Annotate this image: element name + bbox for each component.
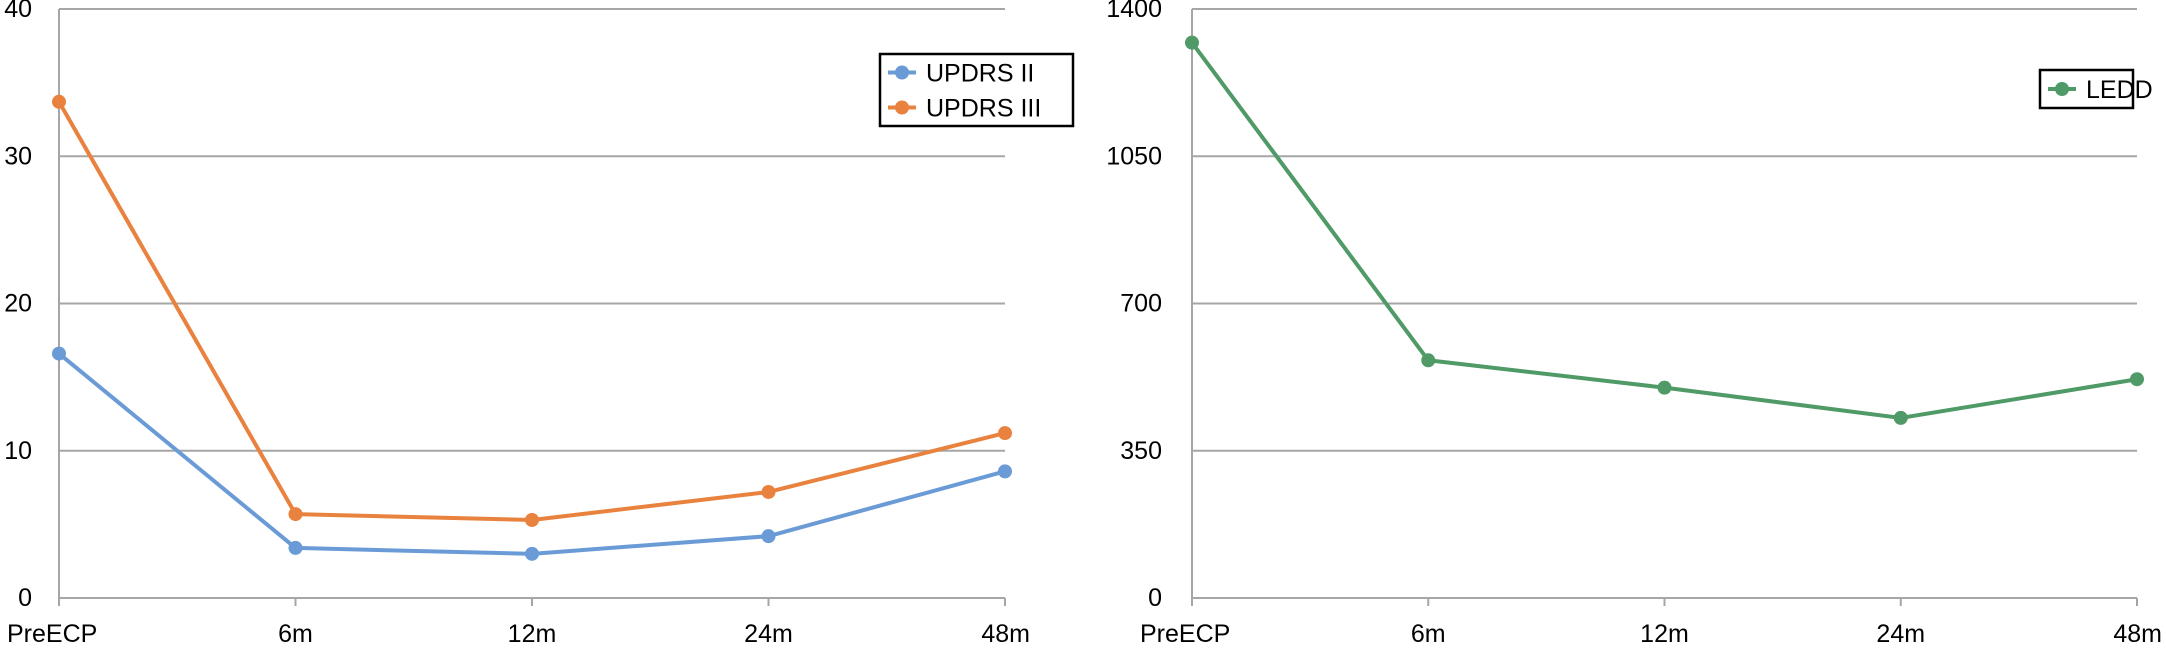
legend-box <box>878 52 1075 128</box>
y-tick-label: 0 <box>18 584 32 612</box>
data-point <box>1421 353 1436 368</box>
legend-label: UPDRS III <box>926 95 1041 123</box>
x-tick-label: 24m <box>744 620 793 648</box>
y-tick-label: 20 <box>4 290 32 318</box>
data-point <box>1185 35 1199 50</box>
x-tick-label: 6m <box>278 620 313 648</box>
data-point <box>761 529 776 544</box>
legend-swatch-marker <box>895 100 909 115</box>
x-tick-label: PreECP <box>7 620 97 648</box>
data-point <box>288 507 303 522</box>
y-tick-label: 40 <box>4 0 32 23</box>
data-point <box>998 464 1012 479</box>
data-point <box>1657 380 1672 395</box>
y-tick-label: 1050 <box>1106 142 1162 170</box>
legend-swatch-marker <box>2055 82 2069 96</box>
data-point <box>52 94 66 109</box>
x-tick-label: 24m <box>1876 620 1925 648</box>
x-tick-label: 6m <box>1411 620 1446 648</box>
data-point <box>525 512 539 527</box>
data-point <box>2130 372 2144 387</box>
legend-label: UPDRS II <box>926 60 1034 88</box>
data-point <box>998 426 1012 441</box>
y-tick-label: 0 <box>1148 584 1162 612</box>
series-line-1 <box>57 100 1006 522</box>
legend-swatch-marker <box>895 65 909 80</box>
x-tick-label: 48m <box>981 620 1030 648</box>
y-tick-label: 700 <box>1120 290 1162 318</box>
data-point <box>52 346 66 361</box>
data-point <box>761 484 776 499</box>
x-tick-label: PreECP <box>1140 620 1230 648</box>
data-point <box>1893 410 1908 425</box>
legend: UPDRS II UPDRS III <box>878 52 1075 128</box>
y-tick-label: 1400 <box>1106 0 1162 23</box>
y-tick-label: 350 <box>1120 437 1162 465</box>
x-tick-label: 12m <box>1640 620 1689 648</box>
data-point <box>525 546 539 561</box>
data-point <box>288 540 303 555</box>
legend: LEDD <box>2038 68 2153 110</box>
x-tick-label: 48m <box>2113 620 2162 648</box>
series-line-0 <box>1190 41 2138 420</box>
x-tick-label: 12m <box>508 620 557 648</box>
y-tick-label: 30 <box>4 142 32 170</box>
ledd-chart: 0 350 700 1050 1400 PreECP 6m 12m 24m 48m LEDD <box>1106 0 2162 648</box>
legend-label: LEDD <box>2086 76 2153 104</box>
y-tick-label: 10 <box>4 437 32 465</box>
